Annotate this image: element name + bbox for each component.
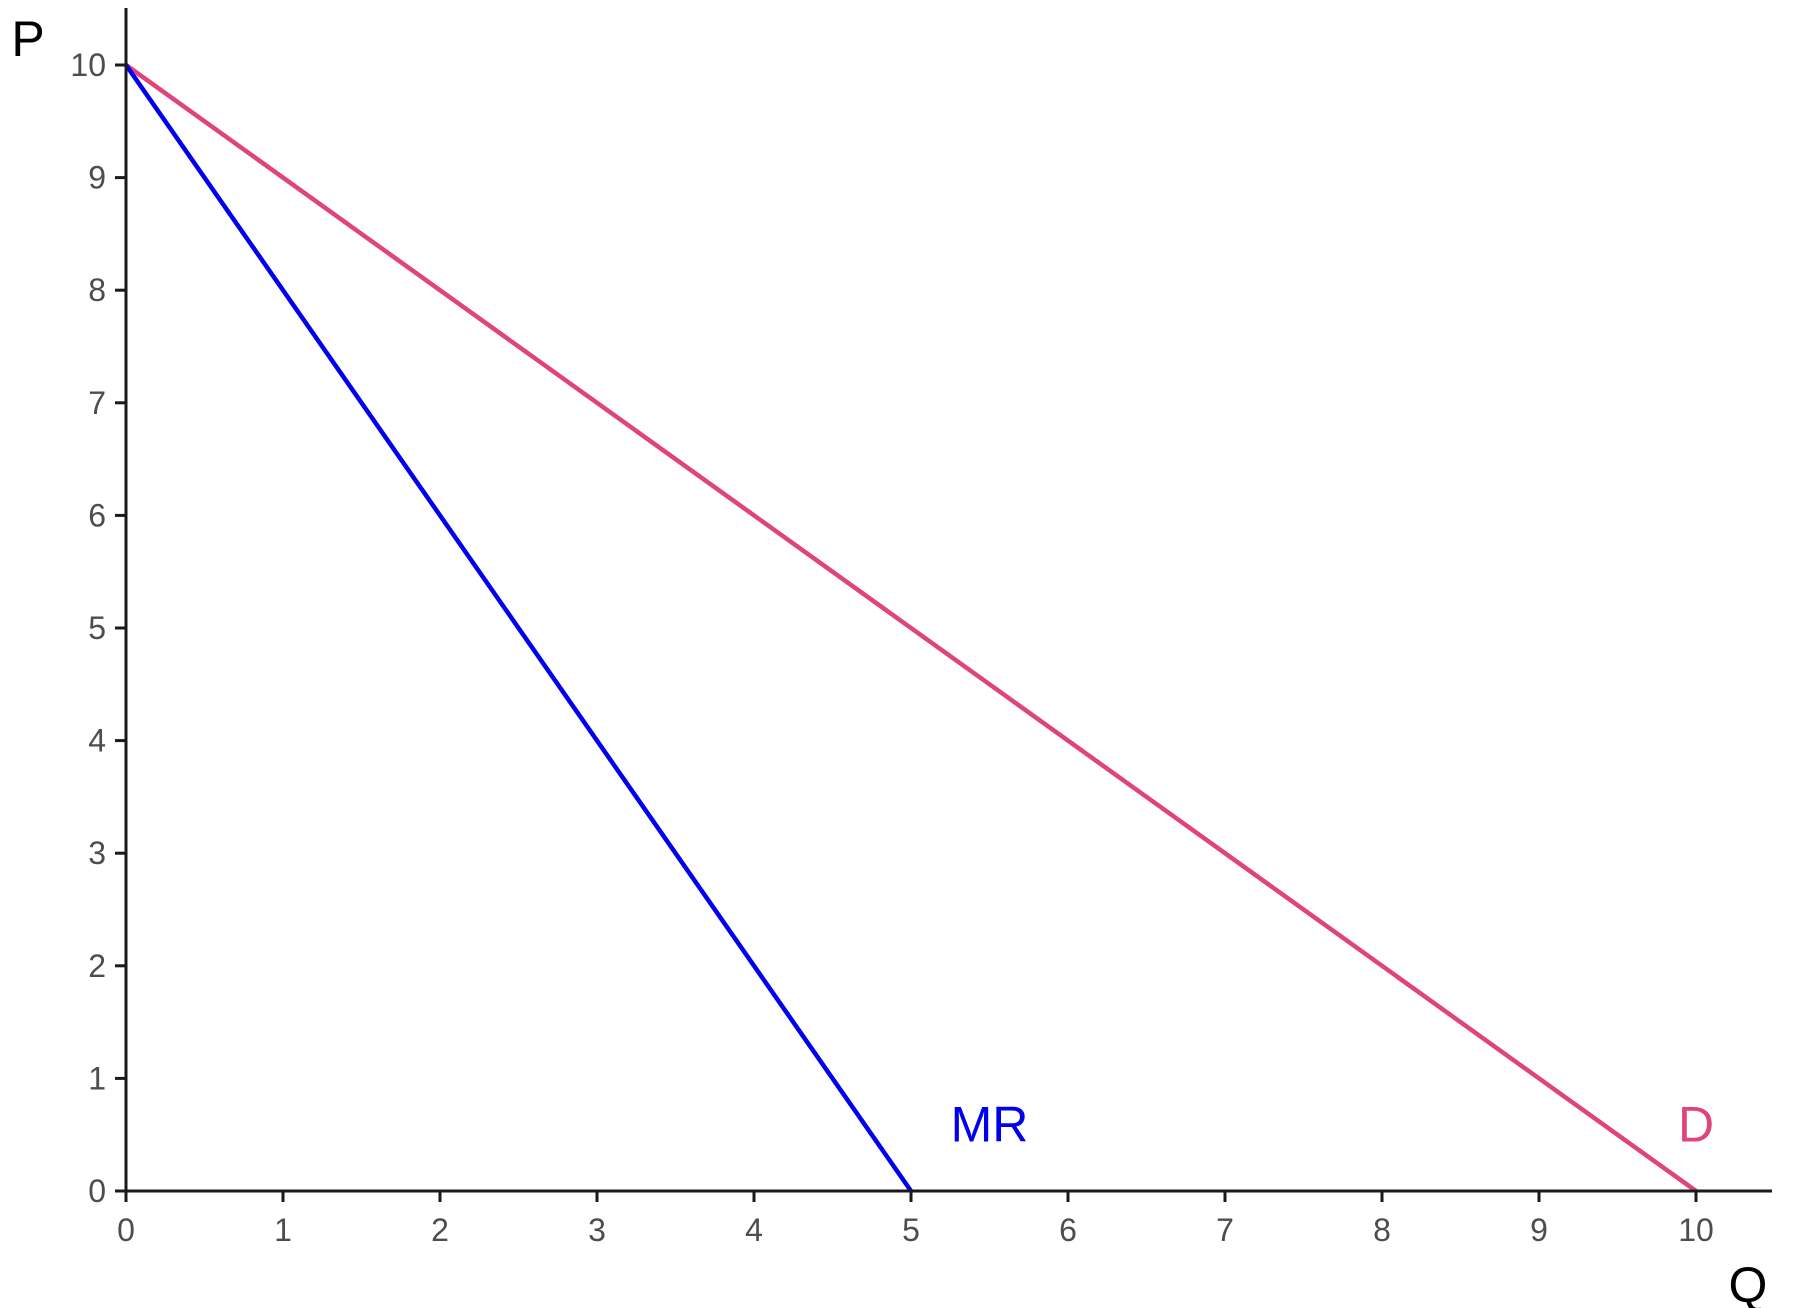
y-tick-label: 4 bbox=[88, 723, 106, 759]
x-tick-label: 2 bbox=[431, 1212, 449, 1248]
axes-layer bbox=[124, 8, 1772, 1193]
series-line-d bbox=[123, 62, 1699, 1194]
y-tick-label: 3 bbox=[88, 835, 106, 871]
series-line-mr bbox=[123, 62, 914, 1194]
x-tick-label: 9 bbox=[1530, 1212, 1548, 1248]
series-label-d: D bbox=[1678, 1096, 1714, 1152]
x-tick-label: 4 bbox=[745, 1212, 763, 1248]
y-tick-label: 8 bbox=[88, 272, 106, 308]
x-tick-label: 6 bbox=[1059, 1212, 1077, 1248]
x-tick-label: 1 bbox=[274, 1212, 292, 1248]
y-tick-label: 1 bbox=[88, 1060, 106, 1096]
x-tick-label: 5 bbox=[902, 1212, 920, 1248]
y-tick-label: 0 bbox=[88, 1173, 106, 1209]
series-layer bbox=[123, 62, 1699, 1194]
y-tick-label: 5 bbox=[88, 610, 106, 646]
x-tick-label: 0 bbox=[117, 1212, 135, 1248]
y-tick-label: 10 bbox=[70, 47, 106, 83]
x-axis-ticks: 0 1 2 3 4 5 6 7 8 9 10 bbox=[117, 1191, 1714, 1248]
y-tick-label: 9 bbox=[88, 160, 106, 196]
x-tick-label: 7 bbox=[1216, 1212, 1234, 1248]
x-tick-label: 3 bbox=[588, 1212, 606, 1248]
x-tick-label: 10 bbox=[1678, 1212, 1714, 1248]
y-tick-label: 6 bbox=[88, 497, 106, 533]
y-axis-ticks: 0 1 2 3 4 5 6 7 8 9 10 bbox=[70, 47, 126, 1209]
x-tick-label: 8 bbox=[1373, 1212, 1391, 1248]
y-tick-label: 7 bbox=[88, 385, 106, 421]
series-labels: MR D bbox=[951, 1096, 1714, 1152]
y-axis-title: P bbox=[11, 11, 44, 67]
y-tick-label: 2 bbox=[88, 948, 106, 984]
x-axis-title: Q bbox=[1729, 1257, 1768, 1308]
series-label-mr: MR bbox=[951, 1096, 1029, 1152]
